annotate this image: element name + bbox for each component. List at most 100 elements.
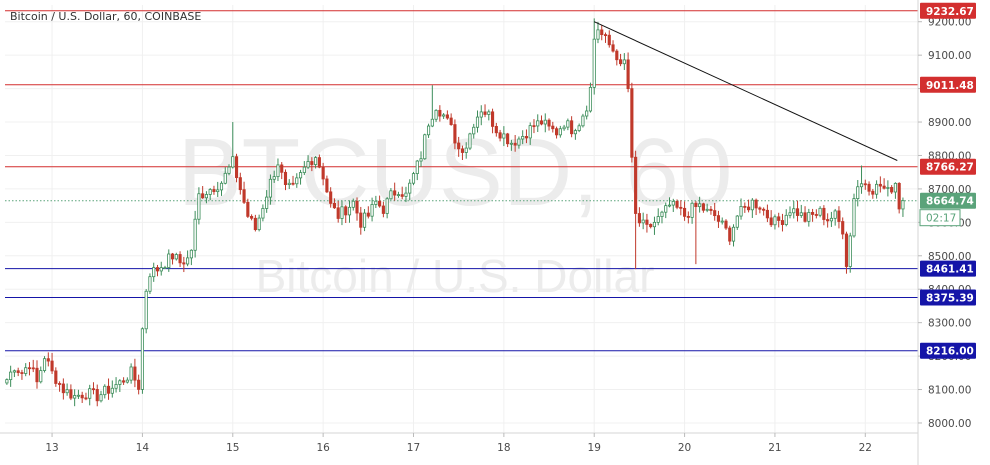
candle-body <box>227 166 231 174</box>
resistance-price-tag: 9011.48 <box>920 76 976 93</box>
trendline-layer <box>594 21 898 161</box>
candle <box>317 154 321 169</box>
candle <box>347 200 352 223</box>
candle <box>54 367 58 387</box>
candle <box>690 201 694 224</box>
candle <box>818 206 822 218</box>
candle-body <box>818 207 822 216</box>
candle <box>841 217 845 240</box>
candle <box>5 378 9 385</box>
candle <box>780 213 785 232</box>
price-tick-label: 8100.00 <box>928 385 971 397</box>
candle <box>84 392 88 401</box>
candle <box>362 209 367 232</box>
time-tick-label: 16 <box>316 442 330 454</box>
candle <box>174 252 178 261</box>
candle <box>573 128 577 140</box>
candle-body <box>302 166 306 173</box>
candle <box>475 110 480 133</box>
candle-body <box>276 164 280 178</box>
candle <box>611 40 615 53</box>
candle <box>445 110 449 120</box>
candle-body <box>445 114 449 119</box>
support-price-tag-label: 8216.00 <box>926 346 974 358</box>
candle <box>859 165 864 194</box>
time-tick-label: 22 <box>859 442 872 454</box>
candle <box>498 129 502 142</box>
candle-body <box>163 267 167 269</box>
candle <box>483 104 487 118</box>
candle <box>155 264 160 277</box>
support-price-tag: 8216.00 <box>920 342 976 359</box>
candle-body <box>396 194 401 197</box>
resistance-price-tag: 8766.27 <box>920 158 976 175</box>
time-axis[interactable]: 13 14 15 16 17 18 19 20 21 22 <box>0 432 918 454</box>
time-tick-label: 18 <box>497 442 510 454</box>
candle-body <box>231 156 235 168</box>
candle <box>517 136 521 149</box>
candle-body <box>619 59 623 65</box>
candle-body <box>197 193 201 220</box>
candle-body <box>125 379 129 383</box>
candle <box>554 126 559 139</box>
candle-body <box>792 208 796 214</box>
candle <box>144 289 148 334</box>
time-tick-label: 15 <box>226 442 239 454</box>
candle-body <box>106 385 111 394</box>
candle <box>566 118 570 131</box>
candle <box>234 153 239 183</box>
candle <box>603 32 608 43</box>
candle <box>302 161 306 176</box>
candle-body <box>758 207 762 210</box>
candle-body <box>524 136 529 139</box>
countdown-bg <box>919 209 961 227</box>
candle-body <box>498 132 502 139</box>
candle-body <box>517 138 521 146</box>
candle-body <box>656 216 660 223</box>
candle <box>713 202 717 221</box>
candle-body <box>833 210 837 219</box>
candle-body <box>848 235 852 267</box>
candle <box>204 191 208 204</box>
candle-body <box>268 178 272 198</box>
candle-body <box>144 290 148 330</box>
candle-body <box>155 267 160 272</box>
candle <box>592 18 596 95</box>
candle <box>438 105 442 122</box>
candle <box>61 378 65 400</box>
candle <box>675 199 679 210</box>
candle-body <box>189 249 193 259</box>
candle <box>671 198 675 212</box>
candle-body <box>129 366 133 381</box>
time-tick-label: 19 <box>588 442 601 454</box>
candle-body <box>863 183 867 186</box>
candle-body <box>336 207 340 219</box>
candle <box>216 181 220 197</box>
candle-body <box>494 126 498 134</box>
candle-body <box>298 172 303 179</box>
support-price-tag: 8375.39 <box>920 289 976 306</box>
candle <box>822 205 826 226</box>
candle <box>694 201 698 265</box>
candle <box>385 197 389 219</box>
candle <box>509 139 513 151</box>
candle-body <box>701 203 705 211</box>
candle <box>731 224 736 247</box>
candle-body <box>554 128 559 136</box>
support-price-tag-bg <box>920 289 976 306</box>
time-tick-label: 14 <box>136 442 150 454</box>
candle-body <box>479 111 483 118</box>
candle <box>528 122 532 145</box>
candle-body <box>208 189 212 195</box>
candle <box>585 105 589 120</box>
candle <box>426 123 431 138</box>
candle <box>901 197 905 217</box>
candle-body <box>634 156 638 214</box>
candle <box>137 374 141 395</box>
candle <box>276 158 280 182</box>
candle <box>50 352 54 374</box>
candle-body <box>649 223 653 228</box>
candle-body <box>856 186 860 199</box>
candle <box>110 380 114 398</box>
